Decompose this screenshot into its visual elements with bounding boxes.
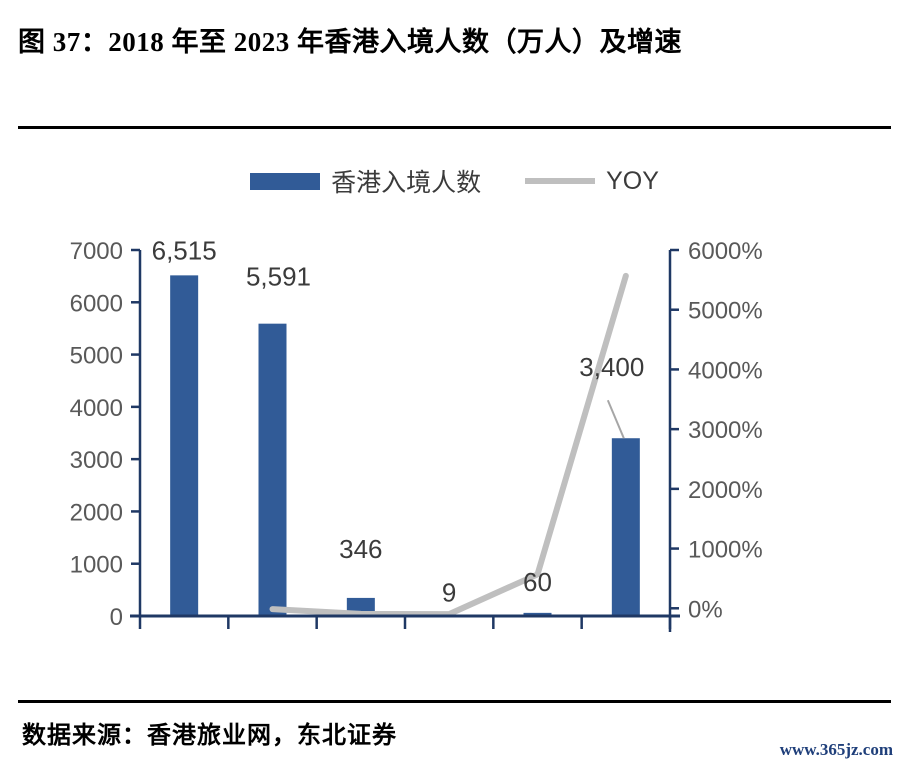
bar-label-leader-line (606, 399, 625, 439)
watermark: www.365jz.com (779, 740, 893, 759)
right-axis-tick-labels: -1000%0%1000%2000%3000%4000%5000%6000% (688, 238, 763, 623)
left-axis-tick-label: 3000 (70, 447, 123, 474)
right-axis-tick-label: 3000% (688, 417, 763, 444)
chart-legend: 香港入境人数 YOY (0, 163, 909, 199)
left-axis-tick-label: 4000 (70, 395, 123, 422)
right-axis-tick-label: 2000% (688, 477, 763, 504)
page-title: 图 37：2018 年至 2023 年香港入境人数（万人）及增速 (18, 27, 682, 57)
left-axis-tick-labels: 0 1000 2000 3000 4000 5000 6000 7000 (70, 238, 123, 631)
bar-2019[interactable] (258, 323, 287, 616)
footer-divider (18, 700, 891, 703)
right-axis-tick-label: 6000% (688, 238, 763, 265)
bar-2023[interactable] (611, 438, 640, 616)
x-axis (130, 614, 680, 629)
bar-label-2018: 6,515 (152, 235, 217, 265)
title-divider (18, 126, 891, 129)
bar-series (170, 275, 640, 616)
right-axis (668, 248, 679, 632)
legend-item-bars[interactable]: 香港入境人数 (250, 163, 481, 199)
left-axis-tick-label: 0 (110, 604, 123, 631)
line-series-yoy (269, 272, 629, 618)
left-axis-tick-label: 2000 (70, 499, 123, 526)
right-axis-tick-label: 5000% (688, 298, 763, 325)
bar-label-2021: 9 (442, 578, 456, 608)
legend-bar-swatch-icon (250, 172, 321, 190)
left-axis-tick-label: 7000 (70, 238, 123, 265)
bar-2022[interactable] (523, 612, 552, 616)
bar-label-2019: 5,591 (246, 262, 311, 292)
left-axis (131, 248, 142, 618)
right-axis-tick-label: 4000% (688, 357, 763, 384)
legend-item-line[interactable]: YOY (525, 167, 659, 196)
bar-label-2022: 60 (523, 567, 552, 597)
left-axis-tick-label: 1000 (70, 552, 123, 579)
bar-label-2023: 3,400 (579, 352, 644, 382)
right-axis-tick-label: 0% (688, 596, 723, 623)
bar-label-2020: 346 (339, 534, 382, 564)
legend-label-line: YOY (606, 166, 659, 195)
right-axis-tick-label: 1000% (688, 537, 763, 564)
bar-data-labels: 6,515 5,591 346 9 60 3,400 (152, 235, 645, 607)
legend-line-swatch-icon (525, 178, 596, 184)
source-note: 数据来源：香港旅业网，东北证券 (22, 723, 397, 749)
yoy-line-path[interactable] (269, 272, 629, 618)
bar-2018[interactable] (170, 275, 199, 616)
left-axis-tick-label: 6000 (70, 290, 123, 317)
left-axis-tick-label: 5000 (70, 343, 123, 370)
legend-label-bars: 香港入境人数 (331, 169, 482, 197)
